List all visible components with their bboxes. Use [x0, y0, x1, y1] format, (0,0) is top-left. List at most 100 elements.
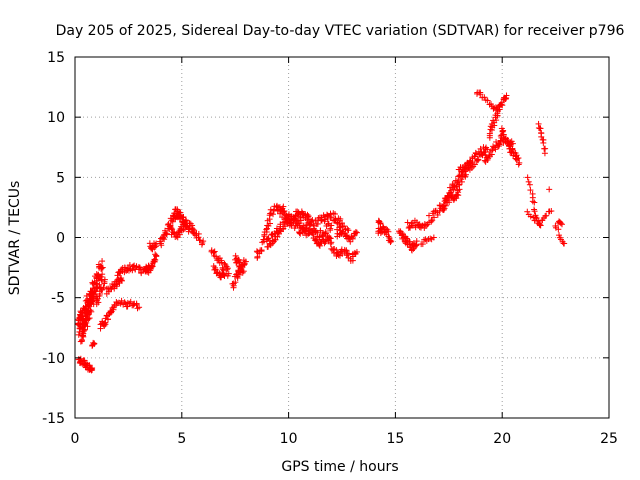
data-point: [212, 264, 219, 271]
data-point: [242, 258, 249, 265]
data-point: [472, 149, 479, 156]
data-point: [332, 210, 339, 217]
chart-title: Day 205 of 2025, Sidereal Day-to-day VTE…: [56, 23, 625, 39]
data-point: [136, 264, 143, 271]
data-point: [385, 228, 392, 235]
data-point: [349, 235, 356, 242]
data-point: [533, 215, 540, 222]
data-point: [462, 171, 469, 178]
data-point: [514, 155, 521, 162]
data-point: [85, 316, 92, 323]
data-point: [498, 99, 505, 106]
data-point: [509, 146, 516, 153]
data-point: [158, 242, 165, 249]
data-point: [525, 178, 532, 185]
data-point: [404, 219, 411, 226]
data-point: [305, 227, 312, 234]
data-point: [458, 176, 465, 183]
data-point: [484, 97, 491, 104]
data-point: [134, 305, 141, 312]
tick-labels: 0 5 10 15 20 25 -15 -10 -5 0 5 10 15: [42, 50, 618, 447]
data-point: [352, 228, 359, 235]
data-point: [99, 258, 106, 265]
data-point: [350, 253, 357, 260]
data-point: [448, 191, 455, 198]
data-point: [477, 91, 484, 98]
data-point: [471, 153, 478, 160]
data-point: [455, 192, 462, 199]
data-point: [548, 208, 555, 215]
data-point: [305, 213, 312, 220]
y-tick-label: 10: [47, 110, 65, 126]
data-point: [254, 253, 261, 260]
data-point: [557, 220, 564, 227]
data-point: [271, 236, 278, 243]
data-point: [281, 208, 288, 215]
data-point: [220, 272, 227, 279]
x-tick-label: 5: [177, 431, 186, 447]
data-point: [353, 248, 360, 255]
data-point: [529, 198, 536, 205]
data-point: [225, 270, 232, 277]
data-point: [555, 226, 562, 233]
data-point: [127, 298, 134, 305]
data-point: [99, 264, 106, 271]
data-point: [270, 211, 277, 218]
data-point: [181, 221, 188, 228]
data-point: [559, 221, 566, 228]
data-point: [342, 248, 349, 255]
data-point: [524, 208, 531, 215]
axis-ticks: [74, 56, 610, 419]
data-point: [200, 238, 207, 245]
data-point: [138, 270, 145, 277]
data-points: [74, 89, 568, 374]
data-point: [232, 252, 239, 259]
data-point: [538, 133, 545, 140]
y-tick-label: -10: [42, 351, 65, 367]
data-point: [162, 227, 169, 234]
data-point: [280, 208, 287, 215]
data-point: [217, 274, 224, 281]
data-point: [421, 236, 428, 243]
data-point: [406, 238, 413, 245]
data-point: [419, 241, 426, 248]
data-point: [195, 230, 202, 237]
data-point: [88, 367, 95, 374]
data-point: [526, 181, 533, 188]
data-point: [458, 178, 465, 185]
data-point: [316, 242, 323, 249]
data-point: [345, 227, 352, 234]
y-tick-label: 0: [56, 231, 65, 247]
data-point: [340, 230, 347, 237]
data-point: [543, 212, 550, 219]
data-point: [167, 222, 174, 229]
data-point: [168, 225, 175, 232]
data-point: [152, 257, 159, 264]
data-point: [297, 217, 304, 224]
data-point: [101, 280, 108, 287]
data-point: [302, 228, 309, 235]
data-point: [344, 225, 351, 232]
data-point: [561, 240, 568, 247]
data-point: [169, 226, 176, 233]
data-point: [515, 155, 522, 162]
data-point: [306, 222, 313, 229]
data-point: [291, 216, 298, 223]
data-point: [481, 157, 488, 164]
data-point: [90, 339, 97, 346]
data-point: [504, 136, 511, 143]
data-point: [124, 299, 131, 306]
data-point: [481, 94, 488, 101]
data-point: [318, 217, 325, 224]
data-point: [89, 298, 96, 305]
data-point: [224, 266, 231, 273]
data-point: [121, 299, 128, 306]
data-point: [546, 186, 553, 193]
data-point: [210, 249, 217, 256]
data-point: [430, 234, 437, 241]
data-point: [341, 223, 348, 230]
data-point: [339, 220, 345, 227]
data-point: [436, 208, 443, 215]
data-point: [413, 238, 420, 245]
